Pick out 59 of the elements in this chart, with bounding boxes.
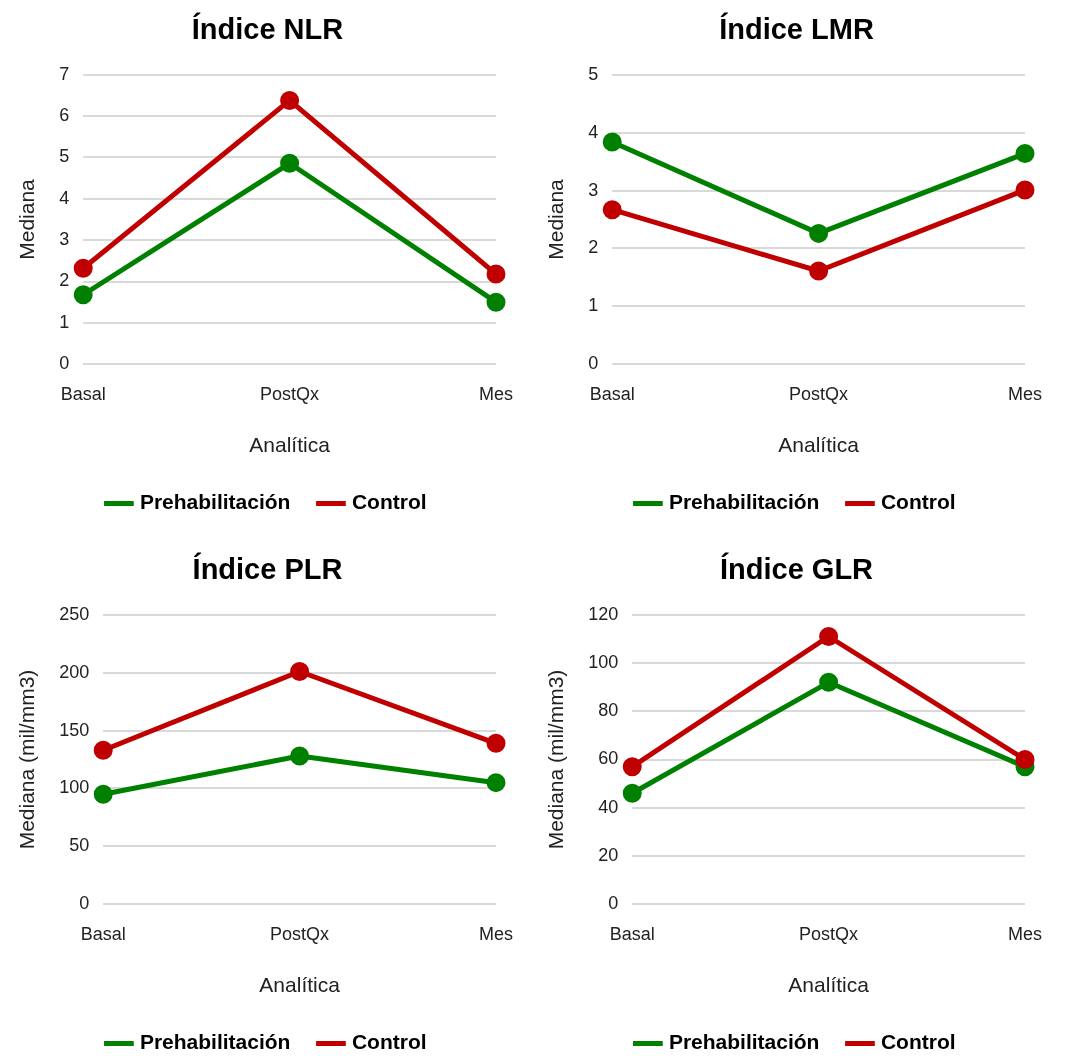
y-axis-title: Mediana (mil/mm3) (544, 669, 568, 850)
y-axis-title: Mediana (mil/mm3) (15, 669, 39, 850)
y-tick-label: 0 (608, 893, 619, 914)
legend-label: Control (351, 490, 427, 514)
y-tick-label: 1 (588, 295, 599, 316)
chart-title: Índice GLR (719, 552, 874, 586)
x-tick-label: Basal (589, 383, 635, 404)
x-axis-title: Analítica (259, 973, 341, 997)
x-tick-label: Basal (80, 923, 126, 944)
y-tick-label: 0 (59, 353, 70, 374)
legend-label: Prehabilitación (139, 490, 291, 514)
y-tick-label: 100 (59, 777, 90, 798)
y-axis-title: Mediana (15, 178, 39, 260)
legend-label: Control (880, 490, 956, 514)
y-tick-label: 4 (588, 121, 599, 142)
y-tick-label: 20 (598, 844, 619, 865)
x-tick-label: Basal (60, 383, 106, 404)
x-tick-label: PostQx (789, 383, 849, 404)
y-tick-label: 0 (79, 893, 90, 914)
y-tick-label: 250 (59, 603, 90, 624)
x-tick-label: PostQx (799, 923, 859, 944)
y-tick-label: 2 (59, 270, 70, 291)
y-axis-title: Mediana (544, 178, 568, 260)
legend-label: Prehabilitación (668, 1030, 820, 1054)
y-tick-label: 4 (59, 187, 70, 208)
x-tick-label: PostQx (260, 383, 320, 404)
x-tick-label: Mes (478, 923, 514, 944)
x-axis-title: Analítica (788, 973, 870, 997)
y-tick-label: 80 (598, 700, 619, 721)
y-tick-label: 7 (59, 63, 70, 84)
y-tick-label: 5 (59, 146, 70, 167)
y-tick-label: 1 (59, 311, 70, 332)
y-tick-label: 5 (588, 63, 599, 84)
x-tick-label: Mes (478, 383, 514, 404)
chart-title: Índice NLR (191, 12, 344, 46)
y-tick-label: 3 (588, 179, 599, 200)
legend-label: Control (880, 1030, 956, 1054)
y-tick-label: 150 (59, 719, 90, 740)
chart-title: Índice PLR (192, 552, 343, 586)
x-tick-label: PostQx (270, 923, 330, 944)
y-tick-label: 40 (598, 796, 619, 817)
y-tick-label: 50 (69, 835, 90, 856)
x-axis-title: Analítica (249, 433, 331, 457)
legend-label: Prehabilitación (139, 1030, 291, 1054)
y-tick-label: 200 (59, 661, 90, 682)
y-tick-label: 6 (59, 105, 70, 126)
x-axis-title: Analítica (778, 433, 860, 457)
y-tick-label: 120 (588, 603, 619, 624)
y-tick-label: 60 (598, 748, 619, 769)
x-tick-label: Basal (609, 923, 655, 944)
legend-label: Prehabilitación (668, 490, 820, 514)
y-tick-label: 100 (588, 652, 619, 672)
y-tick-label: 3 (59, 229, 70, 250)
x-tick-label: Mes (1007, 923, 1043, 944)
chart-title: Índice LMR (719, 12, 874, 46)
legend-label: Control (351, 1030, 427, 1054)
y-tick-label: 0 (588, 353, 599, 374)
x-tick-label: Mes (1007, 383, 1043, 404)
y-tick-label: 2 (588, 237, 599, 258)
